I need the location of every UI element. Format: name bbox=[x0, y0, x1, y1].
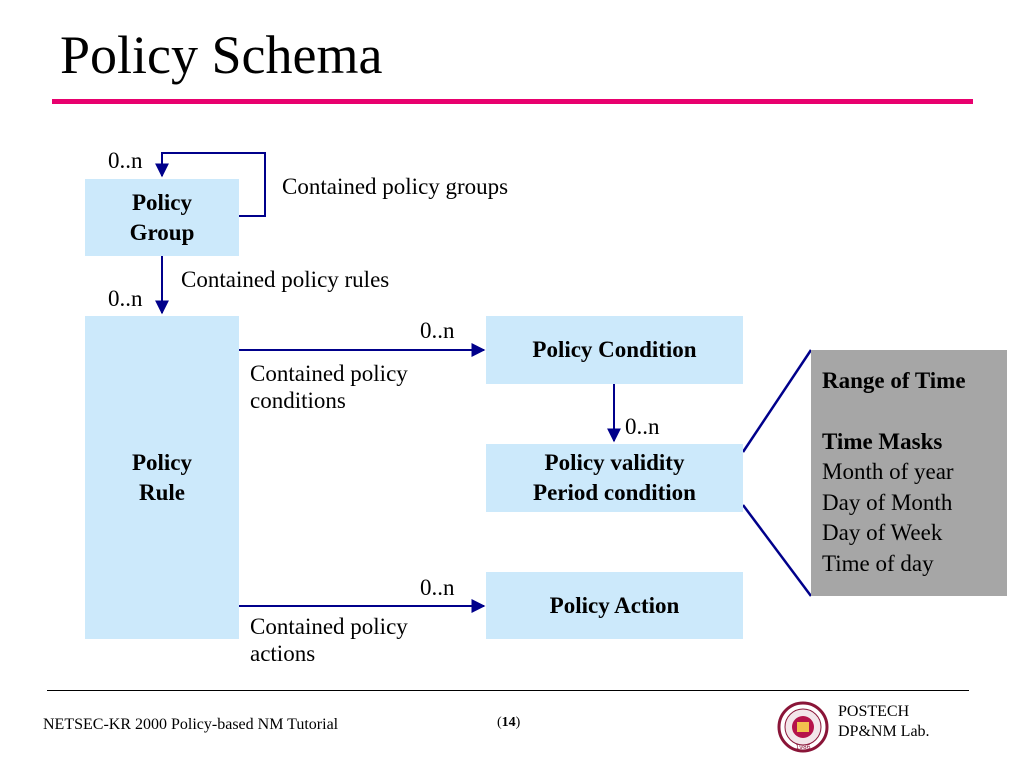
callout-line-top bbox=[741, 349, 813, 453]
label-contained-actions: Contained policy actions bbox=[250, 614, 408, 666]
policy-action-box: Policy Action bbox=[486, 572, 743, 639]
multiplicity-validity: 0..n bbox=[625, 414, 660, 439]
label-contained-rules: Contained policy rules bbox=[181, 267, 390, 292]
postech-seal-logo: 1986 bbox=[777, 701, 829, 753]
policy-validity-box: Policy validity Period condition bbox=[486, 444, 743, 512]
multiplicity-group-self: 0..n bbox=[108, 148, 143, 173]
time-mask-item: Day of Month bbox=[822, 489, 953, 515]
footer-divider bbox=[47, 690, 969, 691]
time-mask-item: Day of Week bbox=[822, 520, 943, 545]
policy-group-box: Policy Group bbox=[85, 179, 239, 256]
callout-line-bottom bbox=[741, 504, 813, 597]
policy-rule-box: Policy Rule bbox=[85, 316, 239, 639]
time-mask-item: Time of day bbox=[822, 550, 934, 576]
page-title: Policy Schema bbox=[60, 25, 383, 85]
group-self-loop bbox=[155, 152, 266, 217]
page-number: (14) bbox=[497, 715, 521, 730]
policy-condition-box: Policy Condition bbox=[486, 316, 743, 384]
range-of-time-heading: Range of Time bbox=[822, 368, 966, 393]
multiplicity-action: 0..n bbox=[420, 575, 455, 600]
time-detail-box: Range of Time Time Masks Month of year D… bbox=[811, 350, 1007, 596]
time-mask-item: Month of year bbox=[822, 459, 954, 484]
label-contained-conditions: Contained policy conditions bbox=[250, 361, 408, 413]
svg-text:1986: 1986 bbox=[795, 744, 810, 751]
title-underline bbox=[52, 99, 973, 104]
multiplicity-condition: 0..n bbox=[420, 318, 455, 343]
label-contained-groups: Contained policy groups bbox=[282, 174, 509, 199]
time-masks-heading: Time Masks bbox=[822, 428, 943, 454]
footer-organization: POSTECH DP&NM Lab. bbox=[838, 703, 930, 740]
multiplicity-group-rule: 0..n bbox=[108, 286, 143, 311]
footer-tutorial-name: NETSEC-KR 2000 Policy-based NM Tutorial bbox=[43, 716, 339, 733]
